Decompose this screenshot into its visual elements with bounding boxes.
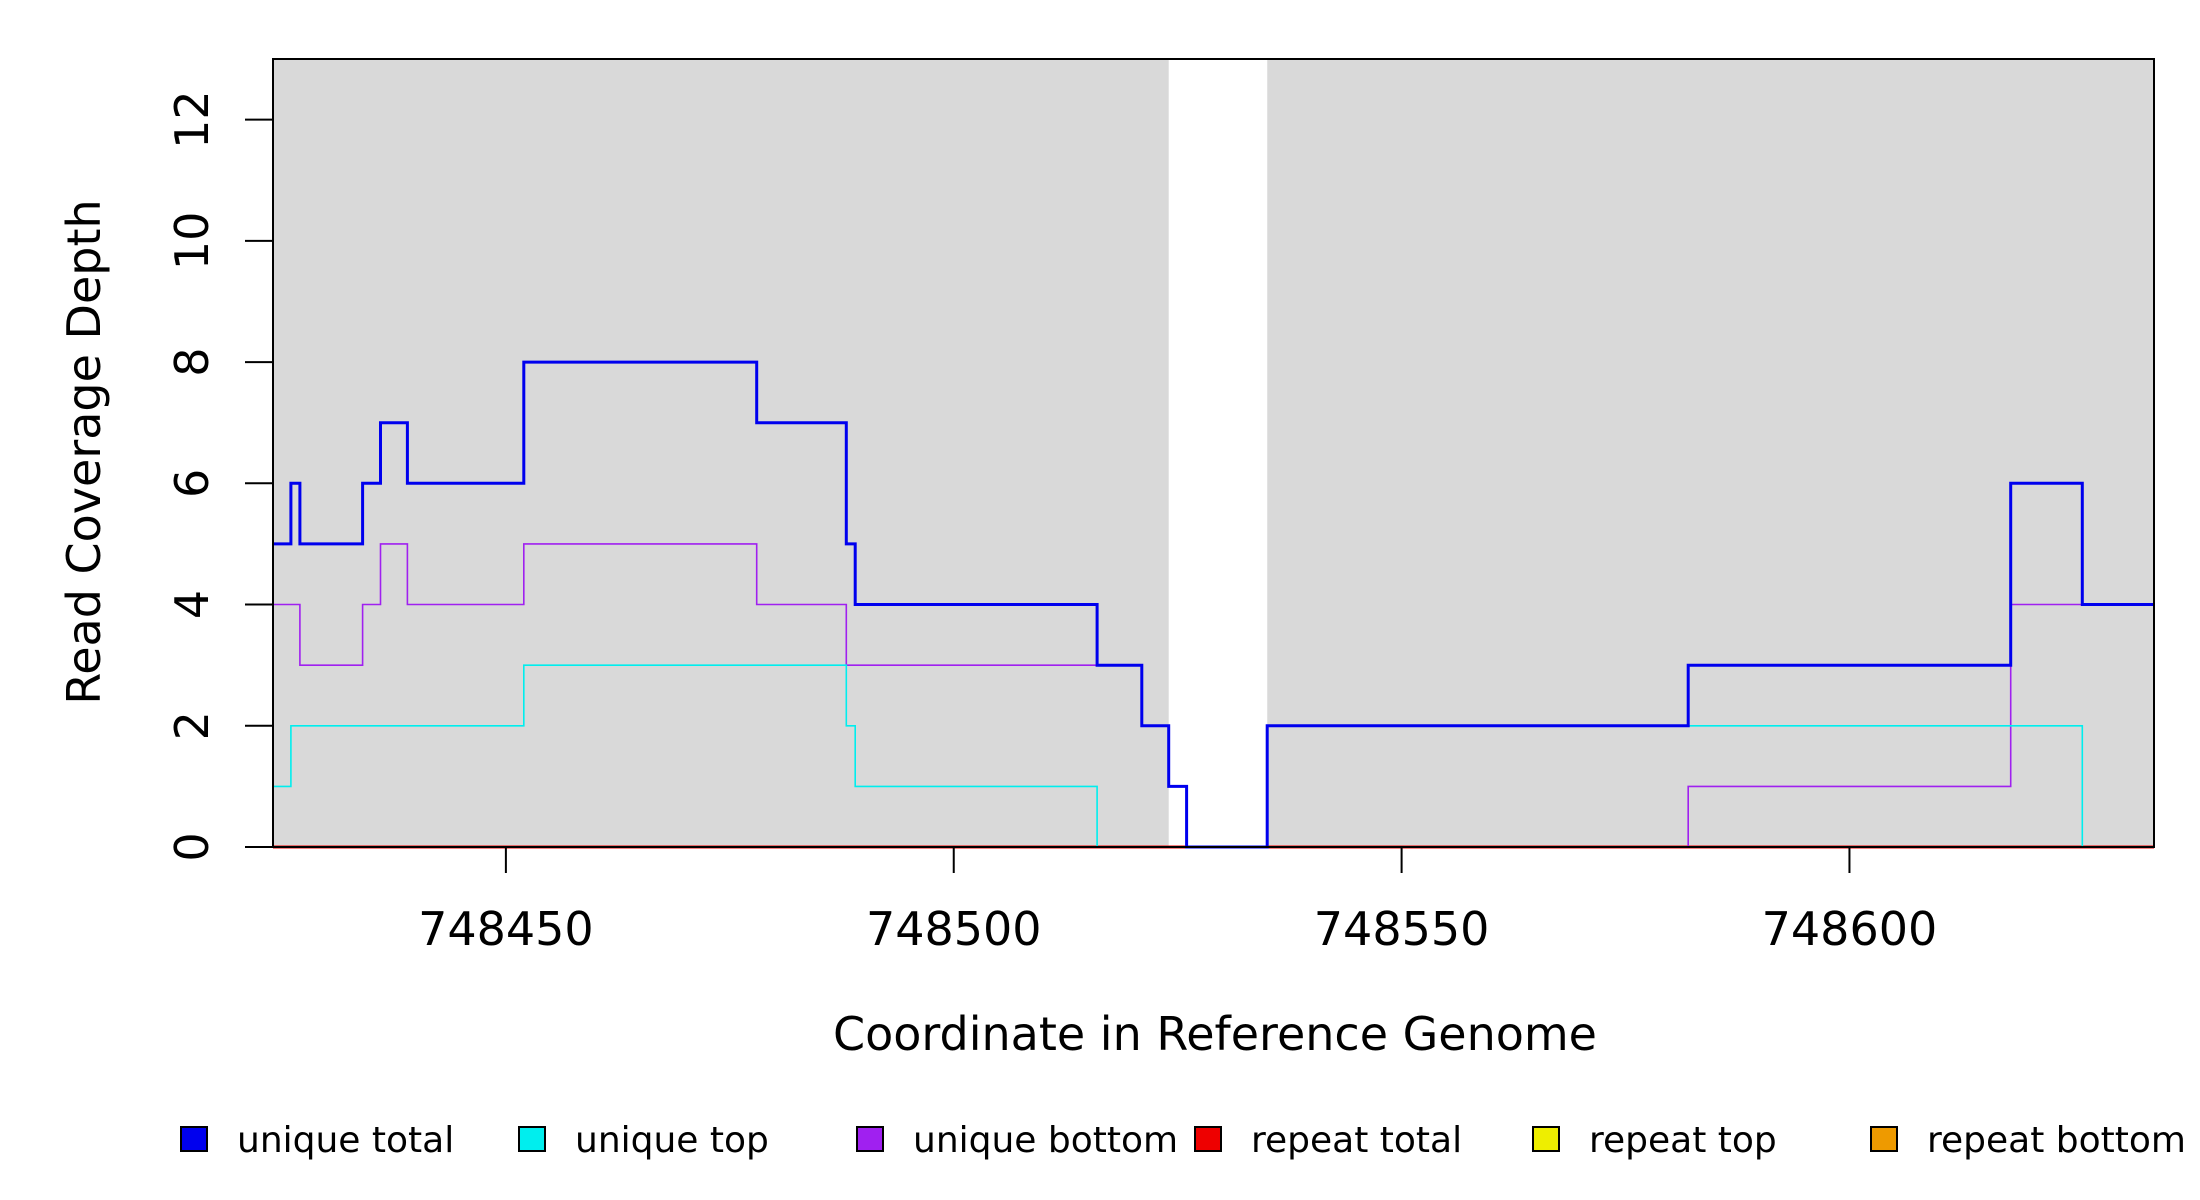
legend-item-unique-bottom: unique bottom [856, 1120, 1178, 1161]
series-line-unique-total [273, 360, 2154, 849]
y-axis: 0 2 4 6 8 10 12 [165, 90, 273, 862]
legend-swatch [518, 1126, 546, 1152]
legend-label: unique total [237, 1120, 454, 1161]
x-tick-label: 748550 [1314, 902, 1490, 956]
y-tick-label: 0 [165, 832, 219, 861]
legend: unique total unique top unique bottom repea… [180, 1120, 2186, 1161]
x-axis-title: Coordinate in Reference Genome [833, 1007, 1597, 1061]
legend-label: repeat total [1251, 1120, 1462, 1161]
legend-swatch [1532, 1126, 1560, 1152]
y-tick-label: 4 [165, 590, 219, 619]
legend-item-repeat-top: repeat top [1532, 1120, 1777, 1161]
y-tick-label: 8 [165, 347, 219, 376]
legend-label: repeat bottom [1927, 1120, 2186, 1161]
legend-swatch [856, 1126, 884, 1152]
x-tick-label: 748500 [866, 902, 1042, 956]
legend-item-repeat-bottom: repeat bottom [1870, 1120, 2186, 1161]
y-tick-label: 6 [165, 469, 219, 498]
legend-swatch [180, 1126, 208, 1152]
legend-item-repeat-total: repeat total [1194, 1120, 1462, 1161]
legend-swatch [1194, 1126, 1222, 1152]
shaded-region-left [273, 59, 1169, 847]
x-axis: 748450 748500 748550 748600 [418, 846, 1938, 956]
legend-item-unique-total: unique total [180, 1120, 454, 1161]
y-tick-label: 2 [165, 711, 219, 740]
legend-item-unique-top: unique top [518, 1120, 769, 1161]
y-axis-title: Read Coverage Depth [57, 199, 111, 704]
y-tick-label: 10 [165, 212, 219, 271]
legend-label: unique top [575, 1120, 769, 1161]
legend-label: repeat top [1589, 1120, 1777, 1161]
y-tick-label: 12 [165, 90, 219, 149]
legend-label: unique bottom [913, 1120, 1178, 1161]
legend-swatch [1870, 1126, 1898, 1152]
x-tick-label: 748450 [418, 902, 594, 956]
x-tick-label: 748600 [1762, 902, 1938, 956]
shaded-region-right [1267, 59, 2154, 847]
plot-background [273, 59, 2154, 847]
